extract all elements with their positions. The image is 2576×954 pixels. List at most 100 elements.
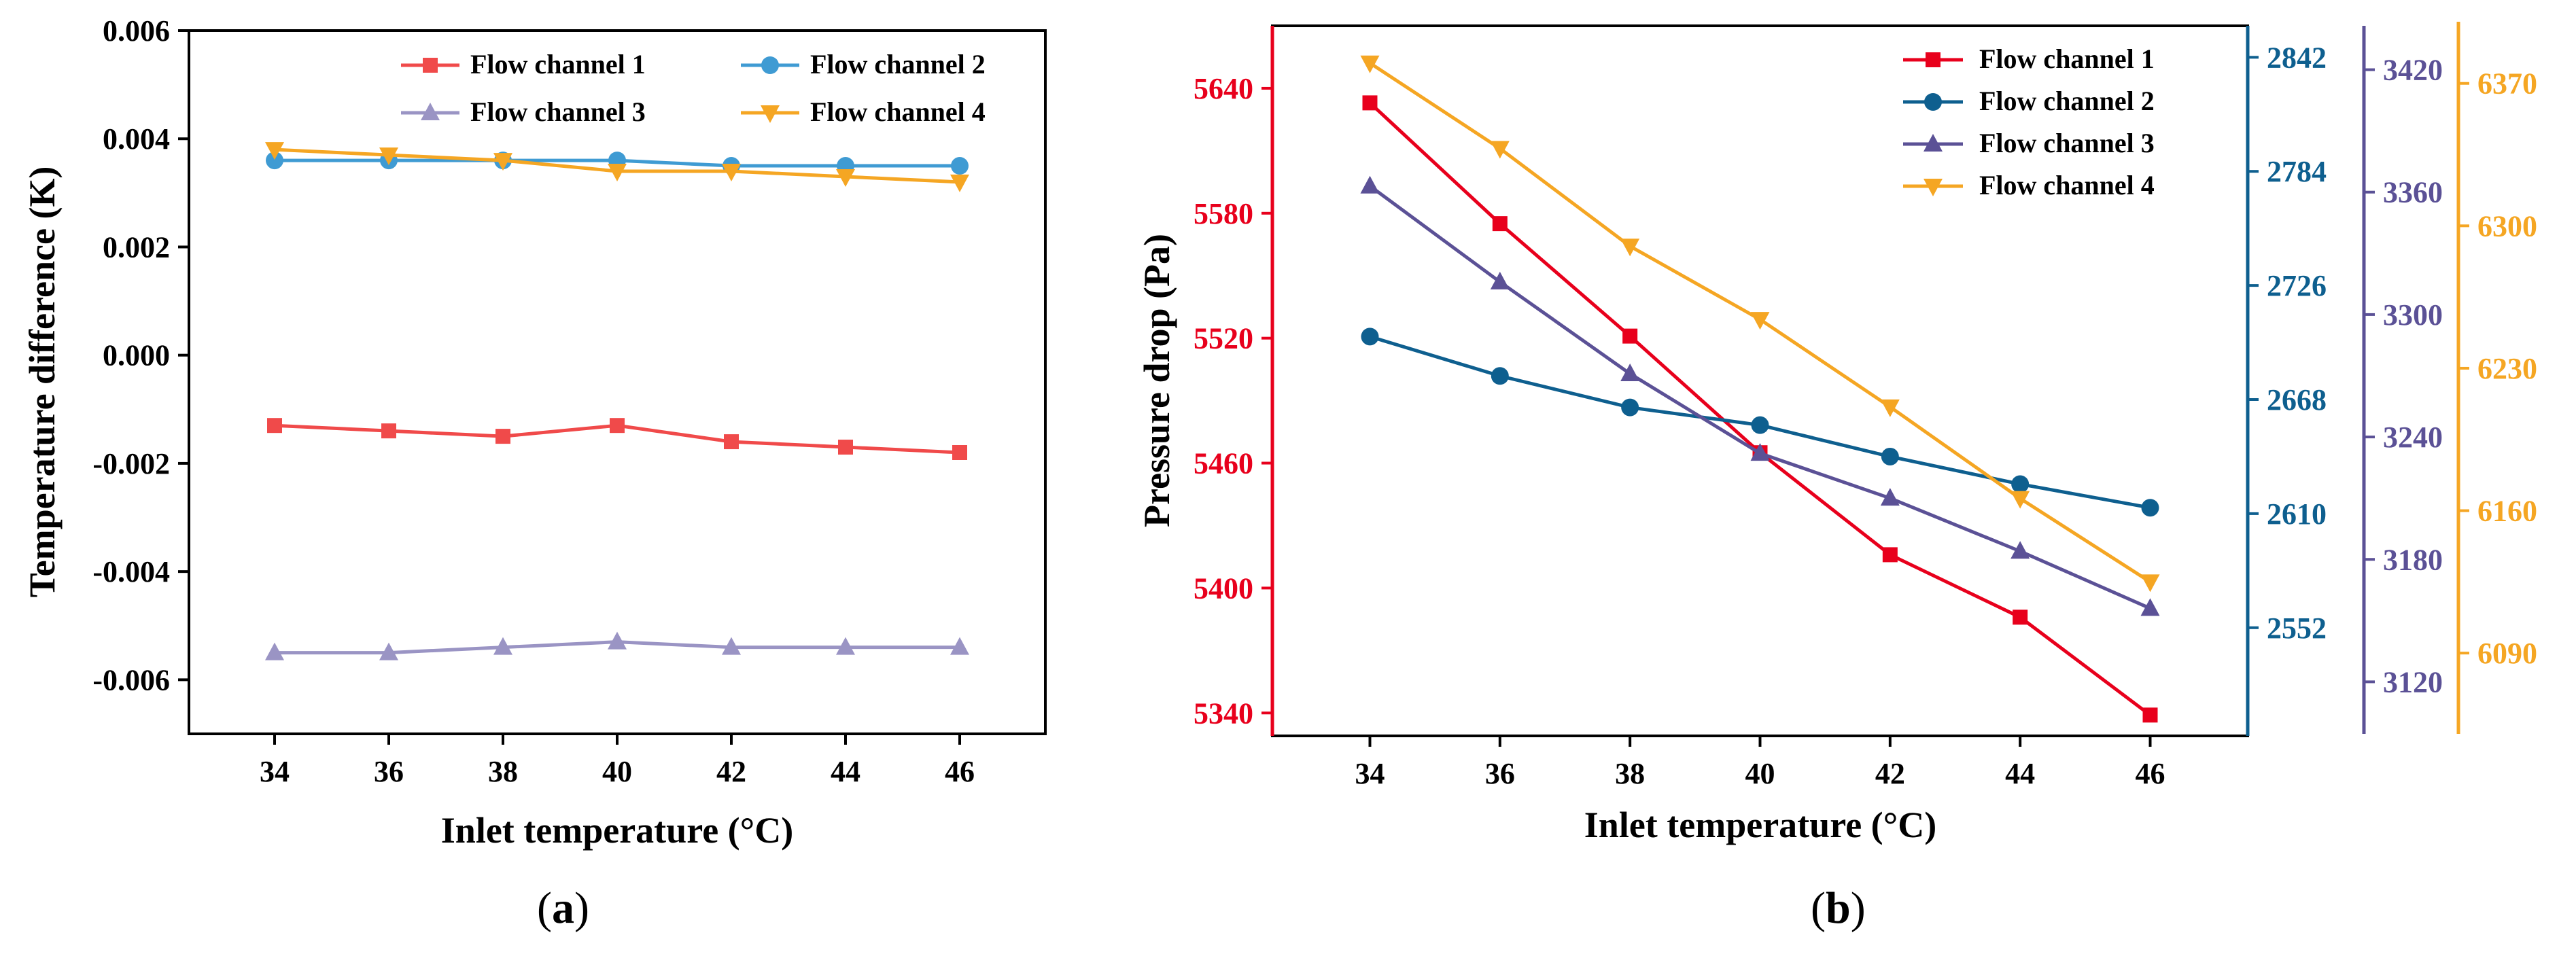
legend-marker [421,103,440,120]
data-point [2141,499,2159,517]
legend-marker [1924,93,1942,111]
data-point [1750,312,1770,330]
y-tick-label: 0.000 [103,339,170,372]
panel-a: 34 36 38 40 42 44 46 0.006 0.004 0.002 0.000 -0.002… [22,14,1047,933]
panel-b-caption: (b) [1811,883,1866,933]
data-point [722,637,741,655]
legend-marker [423,58,438,73]
x-tick-label: 44 [831,755,860,788]
data-point [2140,598,2160,616]
data-point [610,418,625,434]
data-point [267,418,282,434]
y-tick-label: 6090 [2477,637,2537,670]
legend-label: Flow channel 2 [810,49,986,80]
x-tick-label: 42 [716,755,746,788]
y-tick-label: 3420 [2383,54,2443,87]
x-tick-label: 44 [2005,757,2035,790]
y-tick-label: 3360 [2383,176,2443,209]
x-tick-label: 34 [1355,757,1385,790]
legend-entry-4: Flow channel 4 [741,96,986,127]
data-point [951,157,969,175]
data-point [1880,488,1900,506]
data-point [266,152,283,170]
series-line [1369,184,2151,610]
y-tick-label: 5340 [1194,696,1253,730]
series-flow-channel-1 [267,418,967,460]
y-tick-label: 6300 [2477,209,2537,243]
panel-a-y-axis-label: Temperature difference (K) [22,166,63,598]
y-tick-label: 0.006 [103,14,170,48]
legend-marker [1924,134,1943,152]
data-point [1622,328,1638,344]
data-point [1880,399,1900,417]
y-tick-label: 6160 [2477,495,2537,528]
data-point [1491,367,1509,385]
data-point [836,637,855,655]
y-tick-label: 3180 [2383,543,2443,576]
data-point [379,147,398,166]
y-axis-y4: 6090 6160 6230 6300 6370 [2456,22,2537,734]
y-tick-label: 5580 [1194,197,1253,230]
x-tick-label: 46 [945,755,975,788]
panel-b-legend: Flow channel 1 Flow channel 2 Flow channel… [1903,43,2155,200]
series-flow-channel-3 [1360,175,2160,616]
data-point [2011,491,2030,509]
legend-label: Flow channel 1 [1979,43,2155,74]
y-tick-label: 3240 [2383,421,2443,454]
data-point [838,440,853,455]
data-point [1621,398,1639,417]
panel-b-x-axis-label: Inlet temperature (°C) [1584,805,1936,845]
y-axis-y3: 3120 3180 3240 3300 3360 3420 [2362,26,2443,734]
series-flow-channel-4 [265,142,969,192]
panel-a-legend: Flow channel 1 Flow channel 2 Flow channel… [401,49,986,127]
data-point [608,631,627,650]
y-tick-label: 2842 [2267,41,2327,74]
y-tick-label: 5520 [1194,322,1253,355]
legend-marker [761,105,780,123]
data-point [495,429,510,444]
data-point [608,164,627,181]
y-tick-label: -0.006 [92,663,170,696]
y-tick-label: 2726 [2267,269,2327,302]
panel-b-series [1360,55,2160,723]
panel-a-series [265,142,969,660]
y-tick-label: 2668 [2267,383,2327,417]
series-flow-channel-3 [265,631,969,660]
data-point [950,174,969,192]
legend-marker [761,56,779,74]
panel-b: 34 36 38 40 42 44 46 5340 5400 5460 5520 5580 5640 25… [1136,22,2537,933]
series-flow-channel-4 [1360,55,2160,593]
data-point [1360,175,1380,194]
legend-entry-4: Flow channel 4 [1903,170,2155,200]
legend-marker [1926,52,1940,67]
x-tick-label: 46 [2136,757,2165,790]
legend-label: Flow channel 4 [1979,170,2155,200]
legend-entry-3: Flow channel 3 [401,96,646,127]
y-tick-label: 6230 [2477,352,2537,385]
data-point [1882,547,1898,563]
y-tick-label: 5640 [1194,72,1253,105]
legend-label: Flow channel 2 [1979,86,2155,116]
panel-a-frame [188,29,1047,735]
y-tick-label: -0.004 [92,555,170,588]
x-tick-label: 34 [260,755,290,788]
y-tick-label: 5460 [1194,447,1253,480]
legend-entry-2: Flow channel 2 [1903,86,2155,116]
x-tick-label: 42 [1875,757,1905,790]
y-tick-label: 5400 [1194,571,1253,605]
y-tick-label: 3120 [2383,665,2443,699]
legend-label: Flow channel 3 [1979,128,2155,158]
data-point [265,642,284,660]
panel-a-axes: 34 36 38 40 42 44 46 0.006 0.004 0.002 0.000 -0.002… [92,14,975,788]
data-point [2140,574,2160,593]
x-tick-label: 38 [488,755,518,788]
data-point [1751,416,1769,434]
data-point [1881,447,1899,465]
data-point [1750,443,1770,461]
x-tick-label: 38 [1615,757,1645,790]
y-tick-label: -0.002 [92,447,170,480]
data-point [493,637,512,655]
data-point [2011,541,2030,559]
data-point [1361,328,1379,346]
